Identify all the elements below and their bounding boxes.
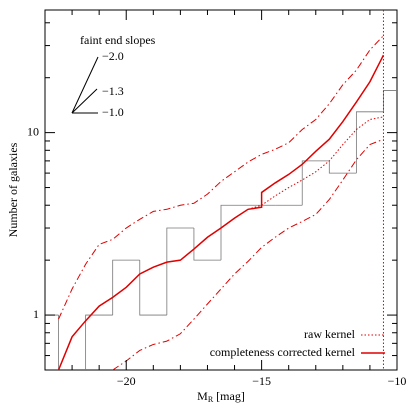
x-label-unit: [mag] [216, 389, 245, 403]
histogram-bin [139, 260, 167, 316]
histogram-bin [355, 111, 384, 174]
plot-area [45, 10, 397, 370]
histogram-bin [328, 160, 357, 174]
x-tick-label: −15 [252, 374, 271, 388]
series-line [247, 116, 384, 210]
x-tick-label: −10 [388, 374, 407, 388]
series-line [57, 54, 385, 370]
inset-title: faint end slopes [80, 33, 156, 47]
histogram-bin [85, 314, 113, 370]
slope-line [71, 56, 99, 114]
y-axis-label: Number of galaxies [6, 142, 20, 237]
legend-label: raw kernel [304, 327, 356, 341]
x-tick-label: −20 [117, 374, 136, 388]
x-axis-label: MR [mag] [197, 389, 245, 404]
x-label-sub: R [208, 395, 214, 404]
series-line [58, 35, 384, 320]
slope-label: −1.0 [102, 105, 124, 119]
x-label-main: M [197, 389, 208, 403]
histogram-bin [166, 227, 194, 316]
slope-label: −1.3 [102, 84, 124, 98]
legend-label: completeness corrected kernel [210, 345, 356, 359]
y-tick-label: 10 [27, 124, 39, 138]
histogram-bin [220, 204, 249, 261]
plot-frame [44, 9, 398, 371]
y-tick-label: 1 [33, 307, 39, 321]
histogram-bin [301, 160, 330, 206]
histogram-bin [193, 228, 221, 261]
slope-label: −2.0 [102, 49, 124, 63]
histogram-bin [58, 315, 59, 370]
slope-line [71, 88, 98, 114]
series-line [112, 138, 384, 370]
